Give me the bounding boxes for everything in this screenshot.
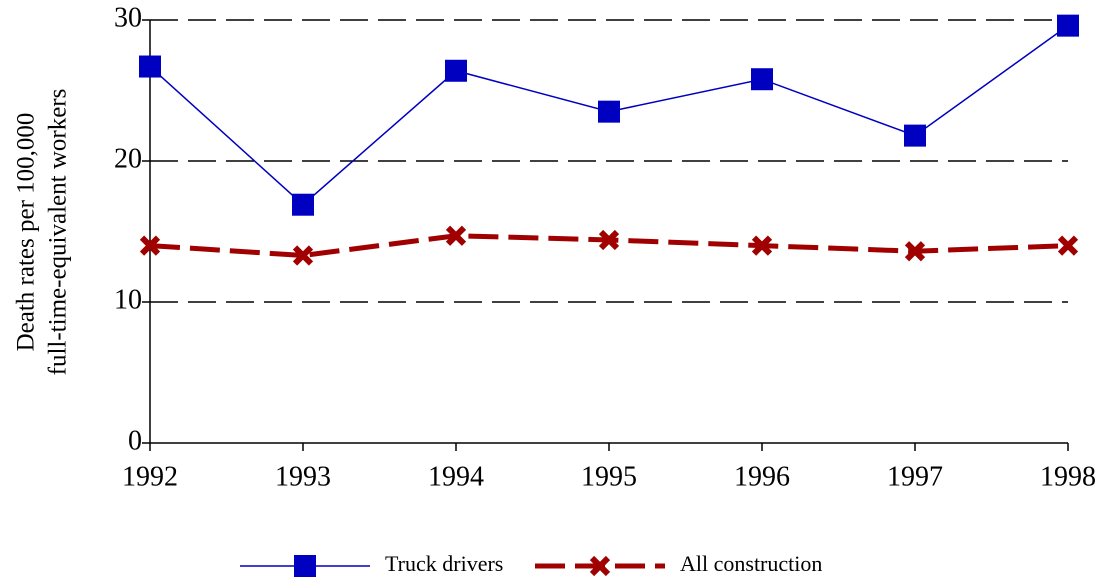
data-point <box>904 124 926 147</box>
legend-label: All construction <box>680 551 822 576</box>
data-point <box>904 241 926 262</box>
data-point <box>1057 235 1079 256</box>
data-point <box>139 235 161 256</box>
x-tick-label: 1992 <box>122 461 178 492</box>
x-tick-label: 1993 <box>275 461 331 492</box>
data-point <box>751 235 773 256</box>
data-point <box>292 193 314 216</box>
data-point <box>598 100 620 123</box>
x-tick-label: 1997 <box>887 461 943 492</box>
x-tick-label: 1998 <box>1040 461 1096 492</box>
legend-marker <box>589 555 611 577</box>
y-tick-label: 30 <box>114 2 142 33</box>
data-point <box>1057 14 1079 37</box>
data-point <box>445 59 467 82</box>
x-tick-label: 1994 <box>428 461 484 492</box>
x-tick-label: 1995 <box>581 461 637 492</box>
legend-label: Truck drivers <box>385 551 503 576</box>
data-point <box>292 245 314 266</box>
data-point <box>751 68 773 91</box>
y-tick-label: 0 <box>128 425 142 456</box>
y-axis-label: Death rates per 100,000 <box>13 113 40 352</box>
legend-marker <box>294 555 316 577</box>
data-point <box>445 225 467 246</box>
y-axis-label: full-time-equivalent workers <box>45 89 72 376</box>
y-tick-label: 10 <box>114 284 142 315</box>
y-tick-label: 20 <box>114 143 142 174</box>
data-point <box>139 55 161 78</box>
data-point <box>598 229 620 251</box>
x-tick-label: 1996 <box>734 461 790 492</box>
